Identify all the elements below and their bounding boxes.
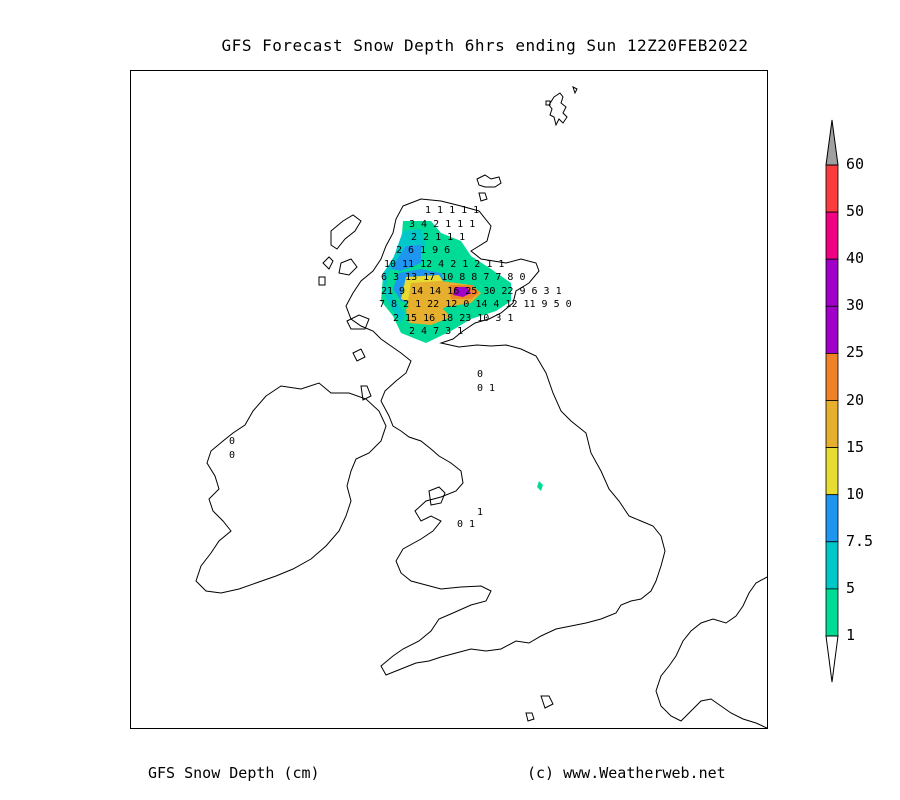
- shetland-outline: [545, 86, 578, 127]
- legend-label: 40: [846, 249, 865, 268]
- snow-depth-shading: [381, 221, 511, 343]
- grid-row: 1 1 1 1 1: [425, 205, 479, 216]
- grid-value: 0 1: [477, 383, 495, 394]
- map-title: GFS Forecast Snow Depth 6hrs ending Sun …: [221, 36, 749, 55]
- legend-label: 25: [846, 343, 865, 362]
- legend-colorbar: [825, 119, 839, 683]
- great-britain-outline: [345, 198, 666, 676]
- snow-spot-pennines: [537, 481, 543, 491]
- legend-label: 15: [846, 437, 865, 456]
- grid-row: 2 4 7 3 1: [409, 326, 463, 337]
- grid-row: 6 3 13 17 10 8 8 7 7 8 0: [381, 272, 526, 283]
- snow-depth-values: 1 1 1 1 1 3 4 2 1 1 1 2 2 1 1 1 2 6 1 9 …: [229, 205, 572, 530]
- legend-label: 5: [846, 578, 856, 597]
- legend-label: 20: [846, 390, 865, 409]
- legend-label: 10: [846, 484, 865, 503]
- legend-overflow-arrow: [825, 119, 839, 166]
- legend-label: 60: [846, 155, 865, 173]
- legend-label: 1: [846, 626, 856, 644]
- legend-label: 50: [846, 202, 865, 221]
- grid-value: 0 1: [457, 519, 475, 530]
- legend-underflow-arrow: [825, 635, 839, 683]
- legend-swatch: [825, 447, 839, 496]
- orkney-outline: [476, 174, 502, 202]
- legend-swatch: [825, 541, 839, 590]
- legend-swatch: [825, 400, 839, 448]
- legend-swatch: [825, 258, 839, 307]
- legend-swatch: [825, 164, 839, 213]
- grid-value: 0: [229, 436, 235, 447]
- grid-row: 2 15 16 18 23 10 3 1: [393, 313, 513, 324]
- grid-row: 2 6 1 9 6: [396, 245, 450, 256]
- grid-row: 7 8 2 1 22 12 0 14 4 12 11 9 5 0: [379, 299, 572, 310]
- legend-swatch: [825, 352, 839, 401]
- grid-value: 1: [477, 507, 483, 518]
- legend-label: 7.5: [846, 531, 874, 550]
- map-frame: 1 1 1 1 1 3 4 2 1 1 1 2 2 1 1 1 2 6 1 9 …: [130, 70, 768, 729]
- legend-swatch: [825, 305, 839, 354]
- ireland-outline: [195, 382, 387, 594]
- continent-outline: [655, 576, 767, 728]
- grid-row: 3 4 2 1 1 1: [409, 219, 475, 230]
- copyright-label: (c) www.Weatherweb.net: [527, 764, 726, 782]
- legend-swatch: [825, 211, 839, 260]
- inner-hebrides-outline: [338, 258, 372, 401]
- grid-value: 0: [229, 450, 235, 461]
- grid-row: 10 11 12 4 2 1 2 1 1: [384, 259, 504, 270]
- grid-value: 0: [477, 369, 483, 380]
- grid-row: 21 9 14 14 16 25 30 22 9 6 3 1: [381, 286, 562, 297]
- legend-swatch: [825, 588, 839, 637]
- grid-row: 2 2 1 1 1: [411, 232, 465, 243]
- map-canvas: 1 1 1 1 1 3 4 2 1 1 1 2 2 1 1 1 2 6 1 9 …: [195, 86, 767, 728]
- isle-of-man-outline: [428, 486, 446, 506]
- legend-swatch: [825, 494, 839, 543]
- outer-hebrides-outline: [318, 214, 362, 286]
- channel-islands-outline: [525, 695, 554, 722]
- units-label: GFS Snow Depth (cm): [148, 764, 320, 782]
- legend-label: 30: [846, 296, 865, 315]
